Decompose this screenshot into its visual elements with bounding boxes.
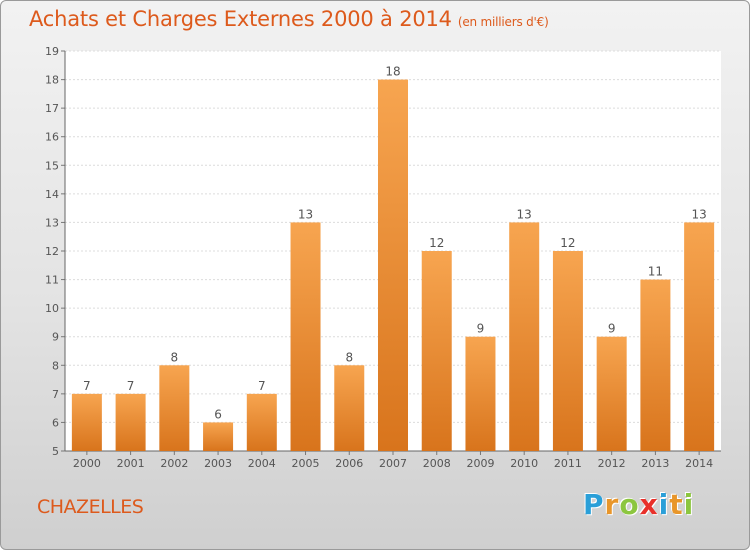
proxiti-logo: Proxiti (583, 488, 694, 521)
bar-2006 (334, 365, 365, 451)
bar-value-label: 8 (171, 350, 179, 364)
logo-letter: o (619, 488, 640, 521)
bar-value-label: 9 (608, 322, 616, 336)
place-name: CHAZELLES (37, 496, 144, 518)
y-tick-label: 9 (52, 331, 59, 344)
y-tick-label: 19 (45, 45, 59, 58)
bar-value-label: 13 (517, 207, 532, 221)
x-tick-label: 2010 (510, 457, 538, 470)
x-tick-label: 2008 (423, 457, 451, 470)
y-tick-label: 6 (52, 416, 59, 429)
x-tick-label: 2000 (73, 457, 101, 470)
bar-2011 (552, 251, 583, 451)
bar-2001 (115, 393, 146, 451)
bar-2008 (421, 251, 452, 451)
bar-value-label: 12 (560, 236, 575, 250)
logo-letter: P (583, 488, 605, 521)
bar-value-label: 7 (83, 379, 91, 393)
logo-letter: i (658, 488, 670, 521)
y-tick-label: 17 (45, 102, 59, 115)
x-tick-label: 2013 (641, 457, 669, 470)
bar-2007 (378, 79, 408, 452)
bar-2004 (246, 393, 277, 451)
bar-value-label: 11 (648, 265, 663, 279)
logo-letter: t (669, 488, 684, 521)
x-tick-label: 2002 (160, 457, 188, 470)
bar-2012 (596, 336, 627, 451)
y-tick-label: 7 (52, 388, 59, 401)
bar-2014 (684, 222, 715, 451)
bar-value-label: 7 (127, 379, 135, 393)
x-tick-label: 2014 (685, 457, 713, 470)
x-tick-label: 2001 (117, 457, 145, 470)
x-tick-label: 2009 (466, 457, 494, 470)
chart-subtitle: (en milliers d'€) (457, 15, 549, 29)
bar-2003 (203, 422, 234, 451)
y-tick-label: 5 (52, 445, 59, 458)
logo-letter: r (604, 488, 620, 521)
x-tick-label: 2011 (554, 457, 582, 470)
chart-title: Achats et Charges Externes 2000 à 2014 (e… (29, 7, 549, 31)
y-tick-label: 13 (45, 216, 59, 229)
x-tick-label: 2004 (248, 457, 276, 470)
chart-title-text: Achats et Charges Externes 2000 à 2014 (29, 7, 452, 31)
logo-letter: i (683, 488, 695, 521)
logo-letter: x (639, 488, 659, 521)
x-tick-label: 2007 (379, 457, 407, 470)
bar-value-label: 13 (298, 207, 313, 221)
bar-2013 (640, 279, 671, 451)
x-tick-label: 2012 (598, 457, 626, 470)
x-tick-label: 2003 (204, 457, 232, 470)
x-tick-label: 2006 (335, 457, 363, 470)
x-tick-label: 2005 (292, 457, 320, 470)
y-tick-label: 11 (45, 274, 59, 287)
y-tick-label: 16 (45, 131, 59, 144)
bar-value-label: 13 (691, 207, 706, 221)
y-tick-label: 10 (45, 302, 59, 315)
bar-value-label: 6 (214, 407, 222, 421)
y-tick-label: 12 (45, 245, 59, 258)
y-tick-label: 18 (45, 74, 59, 87)
bar-value-label: 12 (429, 236, 444, 250)
bar-value-label: 8 (345, 350, 353, 364)
bar-2002 (159, 365, 190, 451)
bar-2009 (465, 336, 496, 451)
y-tick-label: 8 (52, 359, 59, 372)
bar-2010 (509, 222, 540, 451)
y-tick-label: 15 (45, 159, 59, 172)
bar-value-label: 7 (258, 379, 266, 393)
bar-value-label: 18 (385, 65, 400, 79)
y-tick-label: 14 (45, 188, 59, 201)
bar-value-label: 9 (477, 322, 485, 336)
bar-2000 (71, 393, 102, 451)
bar-2005 (290, 222, 321, 451)
